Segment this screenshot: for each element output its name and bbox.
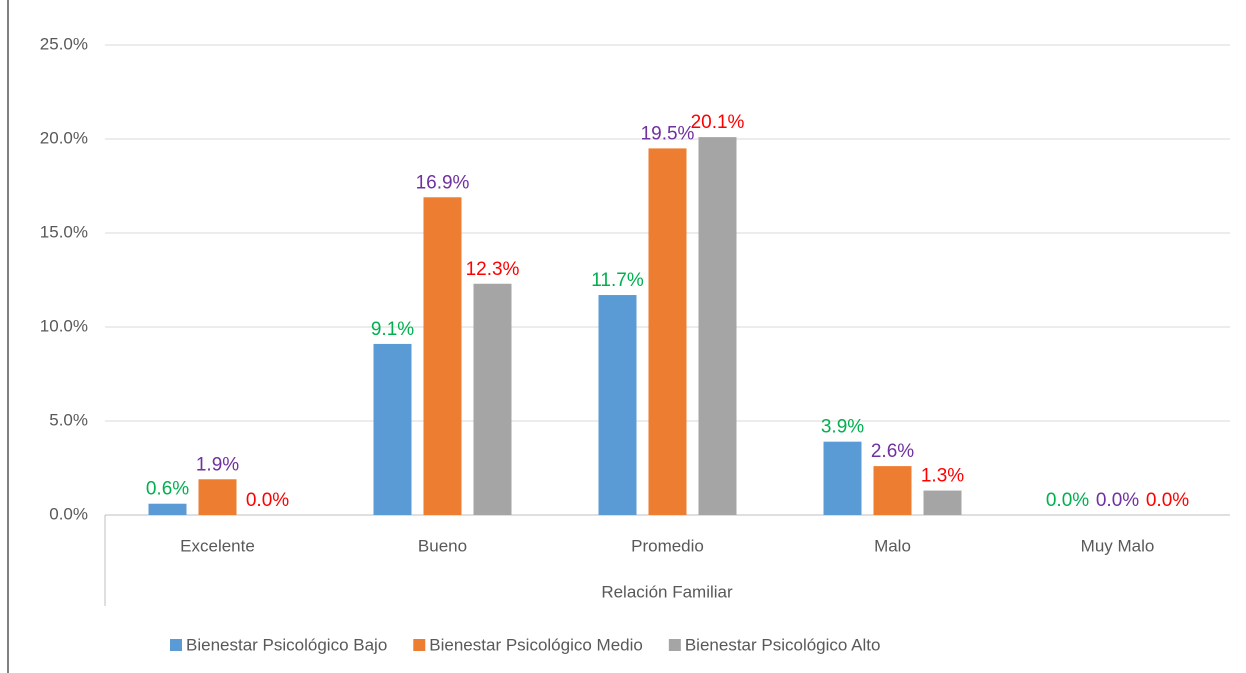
data-label: 12.3%	[466, 259, 520, 280]
x-tick-label: Excelente	[180, 536, 255, 555]
data-label: 0.0%	[246, 490, 289, 511]
data-label: 0.0%	[1046, 490, 1089, 511]
data-label: 0.0%	[1146, 490, 1189, 511]
legend-swatch	[170, 639, 182, 651]
data-label: 19.5%	[641, 123, 695, 144]
legend-swatch	[668, 639, 681, 651]
x-tick-label: Muy Malo	[1081, 536, 1155, 555]
data-label: 11.7%	[591, 270, 644, 291]
bar	[373, 343, 412, 515]
y-tick-label: 20.0%	[40, 128, 88, 147]
bar	[823, 441, 862, 515]
y-tick-label: 5.0%	[49, 410, 88, 429]
legend-label: Bienestar Psicológico Bajo	[186, 635, 387, 654]
bar	[198, 479, 237, 515]
data-label: 9.1%	[371, 319, 414, 340]
bar	[873, 466, 912, 515]
bar	[598, 295, 637, 515]
data-label: 0.6%	[146, 479, 189, 500]
y-tick-label: 0.0%	[49, 504, 88, 523]
data-label: 0.0%	[1096, 490, 1139, 511]
legend-label: Bienestar Psicológico Medio	[429, 635, 643, 654]
data-label: 3.9%	[821, 417, 864, 438]
legend-swatch	[413, 639, 426, 651]
data-label: 1.9%	[196, 454, 239, 475]
bar	[698, 137, 737, 515]
x-tick-label: Malo	[874, 536, 911, 555]
x-tick-label: Bueno	[418, 536, 467, 555]
data-label: 16.9%	[416, 172, 470, 193]
bar	[148, 503, 187, 515]
bar	[473, 283, 512, 515]
bar	[923, 490, 962, 515]
bar	[423, 197, 462, 515]
data-label: 2.6%	[871, 441, 914, 462]
x-axis-title: Relación Familiar	[601, 582, 733, 601]
legend-label: Bienestar Psicológico Alto	[685, 635, 881, 654]
x-tick-label: Promedio	[631, 536, 704, 555]
data-label: 1.3%	[921, 466, 964, 487]
bar	[648, 148, 687, 515]
y-tick-label: 15.0%	[40, 222, 88, 241]
data-label: 20.1%	[691, 112, 745, 133]
y-tick-label: 25.0%	[40, 34, 88, 53]
y-tick-label: 10.0%	[40, 316, 88, 335]
